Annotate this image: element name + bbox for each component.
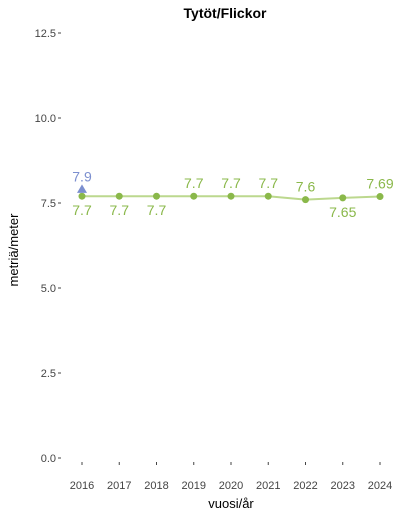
- y-tick-label: 5.0: [41, 283, 56, 295]
- x-tick-label: 2021: [256, 480, 280, 492]
- y-axis-label: metriä/meter: [6, 213, 21, 287]
- data-point: [153, 192, 160, 200]
- data-point: [190, 192, 198, 200]
- data-point: [115, 192, 123, 200]
- x-tick-label: 2016: [70, 480, 94, 492]
- y-tick-label: 7.5: [41, 198, 56, 210]
- x-tick-label: 2017: [107, 480, 131, 492]
- data-point: [78, 192, 86, 200]
- data-label: 7.7: [72, 202, 92, 218]
- data-point: [376, 193, 384, 201]
- data-point: [264, 192, 272, 200]
- x-axis-ticks: 2016 2017 2018 2019 2020 2021 2022 2023 2024: [70, 462, 392, 492]
- y-axis-ticks: 0.0 2.5 5.0 7.5 10.0 12.5: [35, 28, 61, 465]
- data-label: 7.6: [296, 179, 316, 195]
- data-label: 7.65: [329, 204, 356, 220]
- chart-title: Tytöt/Flickor: [184, 5, 268, 21]
- data-label: 7.7: [110, 202, 130, 218]
- x-tick-label: 2023: [331, 480, 355, 492]
- x-tick-label: 2024: [368, 480, 392, 492]
- data-point: [339, 194, 347, 202]
- x-tick-label: 2019: [182, 480, 206, 492]
- x-tick-label: 2022: [293, 480, 317, 492]
- data-label: 7.7: [259, 175, 279, 191]
- data-point-triangle: [77, 184, 87, 193]
- y-tick-label: 10.0: [35, 113, 56, 125]
- x-axis-label: vuosi/år: [208, 496, 254, 511]
- data-point: [302, 196, 309, 204]
- data-label: 7.7: [221, 175, 241, 191]
- data-label: 7.7: [147, 202, 167, 218]
- data-point: [227, 192, 235, 200]
- y-tick-label: 2.5: [41, 368, 56, 380]
- plot-area: 7.7 7.7 7.7 7.7 7.7 7.7 7.6 7.65 7.69 7.9: [72, 168, 394, 220]
- data-label: 7.9: [72, 168, 92, 184]
- x-tick-label: 2018: [144, 480, 168, 492]
- data-label: 7.69: [366, 176, 393, 192]
- x-tick-label: 2020: [219, 480, 243, 492]
- y-tick-label: 0.0: [41, 453, 56, 465]
- data-label: 7.7: [184, 175, 204, 191]
- y-tick-label: 12.5: [35, 28, 56, 40]
